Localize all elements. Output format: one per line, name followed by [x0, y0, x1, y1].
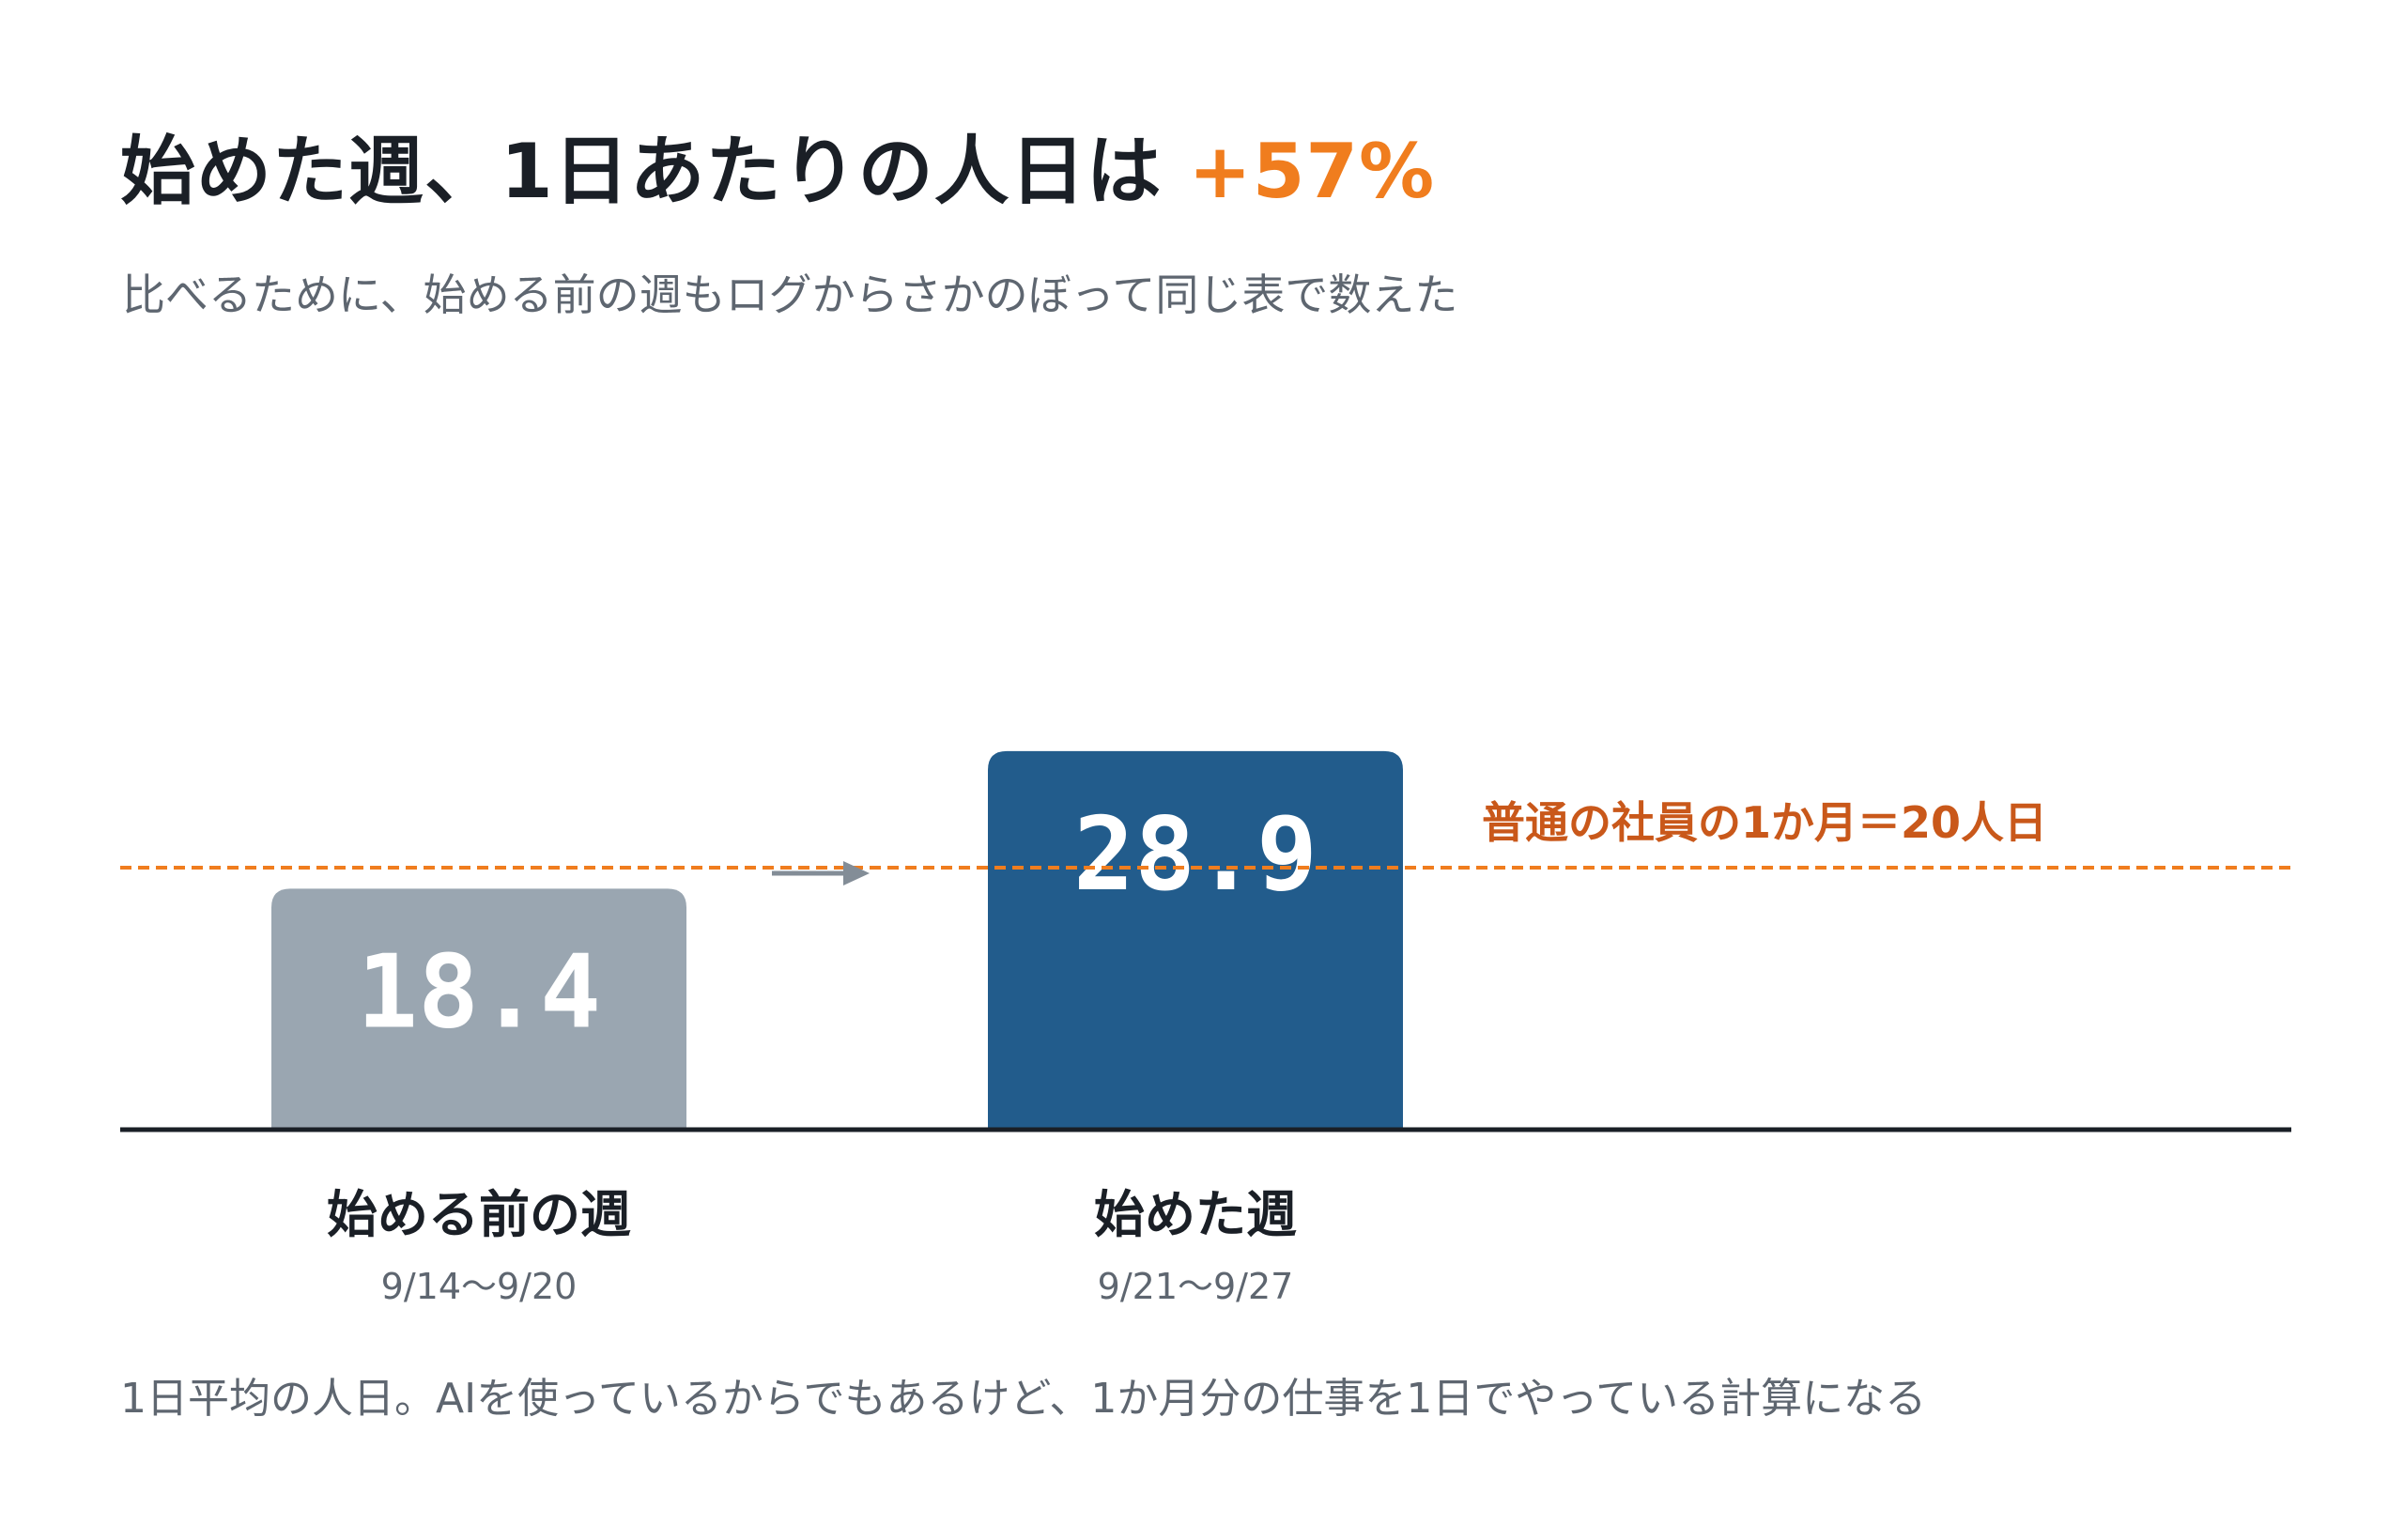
category-label-2: 始めた週	[1094, 1185, 1297, 1244]
chart-title: 始めた週、1日あたりの人日は +57%	[120, 120, 1435, 223]
reference-line-label: 普通の社員の1か月＝20人日	[1482, 797, 2047, 848]
chart-title-highlight: +57%	[1188, 128, 1436, 215]
chart-subtitle: 比べるために、始める前の週もログからさかのぼって同じ表で数えた	[122, 270, 1458, 320]
category-date-2: 9/21〜9/27	[1098, 1266, 1294, 1307]
category-date-1: 9/14〜9/20	[381, 1266, 578, 1307]
bar-value-label-2: 28.9	[1073, 796, 1318, 914]
bar-2	[988, 750, 1403, 1130]
bar-value-label-1: 18.4	[357, 933, 601, 1051]
arrow-icon	[843, 861, 870, 886]
chart-title-main: 始めた週、1日あたりの人日は	[120, 128, 1163, 215]
category-label-1: 始める前の週	[327, 1185, 631, 1244]
bar-1	[271, 888, 686, 1130]
chart-footnote: 1日平均の人日。AIを使っているからでもあるけど、1か月分の仕事を1日でやってい…	[120, 1375, 1927, 1423]
